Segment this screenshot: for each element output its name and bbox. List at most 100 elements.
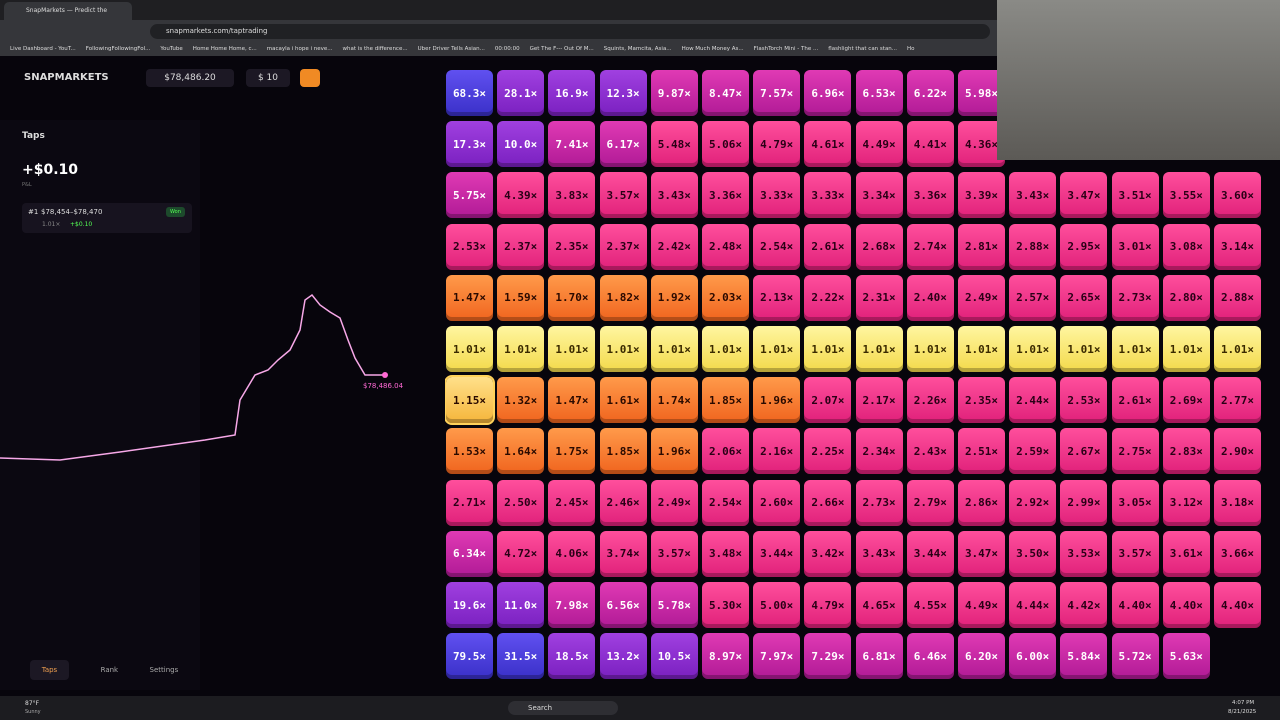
grid-cell[interactable]: 3.01× [1111, 223, 1159, 270]
grid-cell[interactable]: 3.12× [1162, 479, 1210, 526]
grid-cell[interactable]: 6.34× [446, 530, 493, 577]
grid-cell[interactable]: 3.57× [650, 530, 698, 577]
grid-cell[interactable]: 2.99× [1060, 479, 1108, 526]
grid-cell[interactable]: 28.1× [497, 70, 545, 116]
panel-tab[interactable]: Taps [29, 660, 70, 680]
grid-cell[interactable]: 2.66× [804, 479, 852, 526]
grid-cell[interactable]: 6.17× [599, 121, 647, 168]
grid-cell[interactable]: 4.49× [855, 121, 903, 168]
grid-cell[interactable]: 3.47× [1060, 172, 1108, 219]
bookmark[interactable]: Ho [907, 46, 915, 52]
grid-cell[interactable]: 1.01× [446, 326, 493, 372]
grid-cell[interactable]: 7.57× [753, 70, 801, 116]
grid-cell[interactable]: 2.43× [906, 428, 954, 475]
grid-cell[interactable]: 2.42× [650, 223, 698, 270]
grid-cell[interactable]: 1.47× [446, 274, 493, 321]
grid-cell[interactable]: 5.63× [1162, 633, 1210, 680]
bookmark[interactable]: Get The F--- Out Of M... [529, 46, 594, 52]
grid-cell[interactable]: 2.35× [958, 377, 1005, 424]
grid-cell[interactable]: 4.44× [1009, 582, 1057, 628]
grid-cell[interactable]: 11.0× [497, 582, 545, 628]
grid-cell[interactable]: 3.60× [1214, 172, 1261, 219]
grid-cell[interactable]: 1.01× [599, 326, 647, 372]
grid-cell[interactable]: 3.33× [753, 172, 801, 219]
grid-cell[interactable]: 2.90× [1214, 428, 1261, 475]
grid-cell[interactable]: 3.39× [958, 172, 1005, 219]
grid-cell[interactable]: 1.01× [548, 326, 596, 372]
grid-cell[interactable]: 2.75× [1111, 428, 1159, 475]
grid-cell[interactable]: 3.36× [906, 172, 954, 219]
grid-cell[interactable]: 2.16× [753, 428, 801, 475]
grid-cell[interactable]: 2.54× [753, 223, 801, 270]
grid-cell[interactable]: 1.15× [445, 375, 495, 426]
grid-cell[interactable]: 2.06× [702, 428, 749, 475]
grid-cell[interactable]: 5.30× [702, 582, 749, 628]
grid-cell[interactable]: 3.55× [1162, 172, 1210, 219]
grid-cell[interactable]: 3.48× [702, 530, 749, 577]
grid-cell[interactable]: 1.85× [599, 428, 647, 475]
grid-cell[interactable]: 2.74× [906, 223, 954, 270]
grid-cell[interactable]: 3.57× [1111, 530, 1159, 577]
grid-cell[interactable]: 2.51× [958, 428, 1005, 475]
grid-cell[interactable]: 3.66× [1214, 530, 1261, 577]
grid-cell[interactable]: 2.73× [855, 479, 903, 526]
grid-cell[interactable]: 4.79× [753, 121, 801, 168]
bookmark[interactable]: what is the difference... [342, 46, 408, 52]
grid-cell[interactable]: 2.67× [1060, 428, 1108, 475]
bet[interactable]: $ 10 [246, 69, 290, 87]
grid-cell[interactable]: 2.48× [702, 223, 749, 270]
grid-cell[interactable]: 3.33× [804, 172, 852, 219]
grid-cell[interactable]: 6.81× [855, 633, 903, 680]
grid-cell[interactable]: 1.64× [497, 428, 545, 475]
grid-cell[interactable]: 10.0× [497, 121, 545, 168]
balance[interactable]: $78,486.20 [146, 69, 234, 87]
grid-cell[interactable]: 3.44× [906, 530, 954, 577]
grid-cell[interactable]: 3.74× [599, 530, 647, 577]
grid-cell[interactable]: 1.85× [702, 377, 749, 424]
grid-cell[interactable]: 8.47× [702, 70, 749, 116]
grid-cell[interactable]: 6.46× [906, 633, 954, 680]
grid-cell[interactable]: 4.42× [1060, 582, 1108, 628]
grid-cell[interactable]: 2.77× [1214, 377, 1261, 424]
grid-cell[interactable]: 7.29× [804, 633, 852, 680]
grid-cell[interactable]: 2.71× [446, 479, 493, 526]
grid-cell[interactable]: 1.01× [855, 326, 903, 372]
grid-cell[interactable]: 6.53× [855, 70, 903, 116]
grid-cell[interactable]: 2.26× [906, 377, 954, 424]
grid-cell[interactable]: 2.95× [1060, 223, 1108, 270]
grid-cell[interactable]: 3.42× [804, 530, 852, 577]
grid-cell[interactable]: 2.60× [753, 479, 801, 526]
grid-cell[interactable]: 1.01× [650, 326, 698, 372]
grid-cell[interactable]: 2.79× [906, 479, 954, 526]
grid-cell[interactable]: 7.41× [548, 121, 596, 168]
grid-cell[interactable]: 1.01× [1162, 326, 1210, 372]
grid-cell[interactable]: 10.5× [650, 633, 698, 680]
grid-cell[interactable]: 3.08× [1162, 223, 1210, 270]
grid-cell[interactable]: 2.17× [855, 377, 903, 424]
grid-cell[interactable]: 1.01× [958, 326, 1005, 372]
grid-cell[interactable]: 9.87× [650, 70, 698, 116]
grid-cell[interactable]: 1.82× [599, 274, 647, 321]
grid-cell[interactable]: 2.03× [702, 274, 749, 321]
grid-cell[interactable]: 1.01× [702, 326, 749, 372]
grid-cell[interactable]: 2.53× [446, 223, 493, 270]
grid-cell[interactable]: 2.31× [855, 274, 903, 321]
panel-tab[interactable]: Rank [100, 666, 119, 674]
grid-cell[interactable]: 3.83× [548, 172, 596, 219]
grid-cell[interactable]: 1.01× [1060, 326, 1108, 372]
grid-cell[interactable]: 1.47× [548, 377, 596, 424]
grid-cell[interactable]: 2.81× [958, 223, 1005, 270]
bookmark[interactable]: FlashTorch Mini - The ... [753, 46, 819, 52]
grid-cell[interactable]: 4.06× [548, 530, 596, 577]
grid-cell[interactable]: 3.43× [650, 172, 698, 219]
grid-cell[interactable]: 2.68× [855, 223, 903, 270]
grid-cell[interactable]: 2.54× [702, 479, 749, 526]
grid-cell[interactable]: 5.78× [650, 582, 698, 628]
grid-cell[interactable]: 1.92× [650, 274, 698, 321]
grid-cell[interactable]: 4.39× [497, 172, 545, 219]
grid-cell[interactable]: 2.46× [599, 479, 647, 526]
grid-cell[interactable]: 13.2× [599, 633, 647, 680]
grid-cell[interactable]: 2.07× [804, 377, 852, 424]
grid-cell[interactable]: 2.13× [753, 274, 801, 321]
bookmark[interactable]: Live Dashboard - YouT... [10, 46, 76, 52]
